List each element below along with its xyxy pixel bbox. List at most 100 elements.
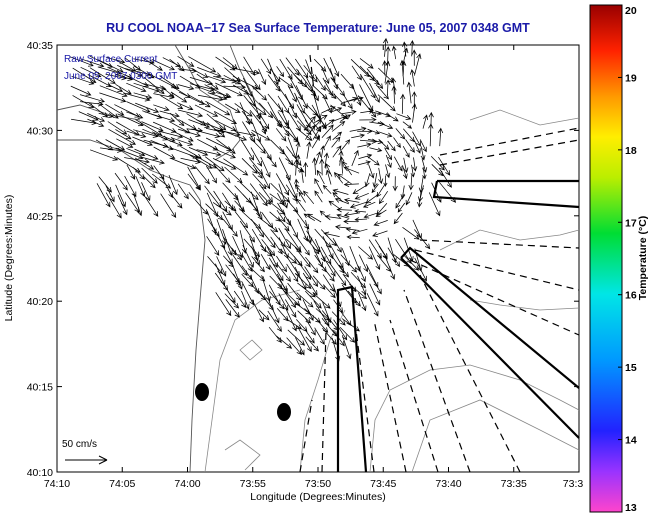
current-vector xyxy=(169,58,185,72)
current-vector xyxy=(242,244,254,268)
current-vector xyxy=(402,146,410,158)
current-vector xyxy=(252,173,267,190)
current-vector xyxy=(420,146,426,161)
current-vector xyxy=(343,219,359,225)
colorbar-tick-label: 15 xyxy=(625,362,637,374)
current-vector xyxy=(207,75,227,84)
current-vector xyxy=(332,131,343,141)
legend-line-1: Raw Surface Current xyxy=(64,54,158,65)
current-vector xyxy=(406,81,412,104)
current-vector xyxy=(97,102,119,119)
current-vector xyxy=(250,218,265,238)
current-vector xyxy=(307,213,322,223)
current-vector xyxy=(438,156,451,176)
current-vector xyxy=(186,127,204,133)
current-vector xyxy=(141,167,158,184)
current-vector xyxy=(303,190,315,205)
current-vector xyxy=(304,317,316,336)
current-vector xyxy=(403,237,414,262)
x-tick-label: 73:55 xyxy=(240,478,266,490)
current-vector xyxy=(124,74,149,87)
current-vector xyxy=(395,238,412,264)
current-vector xyxy=(249,236,259,262)
current-vector xyxy=(239,182,259,201)
current-vector xyxy=(143,76,165,95)
current-vector xyxy=(287,85,297,103)
current-vector xyxy=(213,163,231,184)
current-vector xyxy=(351,133,366,139)
current-vector xyxy=(368,164,375,179)
current-vector xyxy=(306,141,312,159)
current-vector xyxy=(351,228,368,235)
colorbar-ticks: 13 14 15 16 17 18 19 20 xyxy=(618,4,637,514)
current-vector xyxy=(410,164,416,178)
current-vector xyxy=(393,254,410,267)
current-vector xyxy=(331,337,341,362)
current-vector xyxy=(269,211,282,222)
current-vector xyxy=(384,60,391,84)
current-vector xyxy=(170,91,188,103)
current-vector xyxy=(294,58,309,79)
current-vector xyxy=(304,115,316,131)
current-vector xyxy=(234,200,246,213)
current-vector xyxy=(302,299,314,321)
current-vector xyxy=(124,175,137,198)
current-vector xyxy=(303,65,318,83)
current-vector xyxy=(260,58,272,75)
current-vector xyxy=(248,101,267,116)
current-vector xyxy=(314,327,325,345)
current-vector xyxy=(270,68,281,83)
current-vector xyxy=(258,68,267,86)
current-vector xyxy=(107,84,124,92)
current-vector xyxy=(241,158,258,174)
current-vector xyxy=(323,284,336,299)
current-vector xyxy=(177,128,201,138)
current-vector xyxy=(116,138,134,148)
current-vector xyxy=(372,173,378,189)
current-vector xyxy=(99,92,127,103)
current-vector xyxy=(285,291,301,307)
current-vector xyxy=(408,174,414,191)
current-vector xyxy=(412,131,421,147)
current-vector xyxy=(133,82,160,93)
current-vector xyxy=(284,299,297,318)
current-vector xyxy=(177,55,195,67)
current-vector xyxy=(213,227,226,249)
current-vector xyxy=(293,256,312,280)
current-vector xyxy=(332,283,342,308)
current-vector xyxy=(378,67,394,83)
current-vector xyxy=(358,153,373,159)
current-vector xyxy=(212,202,232,216)
current-vector xyxy=(251,256,265,273)
current-vector xyxy=(337,173,352,185)
current-vector xyxy=(439,182,457,203)
current-vector xyxy=(249,136,266,154)
current-vector xyxy=(89,67,116,84)
current-vector xyxy=(338,150,344,166)
current-vector xyxy=(360,108,375,114)
current-vector xyxy=(169,112,185,127)
current-vector xyxy=(188,119,211,129)
current-vector xyxy=(364,173,371,188)
colorbar-tick-label: 17 xyxy=(625,217,637,229)
current-vector xyxy=(177,84,195,91)
current-vector xyxy=(422,114,429,129)
current-vector xyxy=(333,299,344,313)
scale-arrow xyxy=(65,455,108,465)
current-vector xyxy=(99,147,123,153)
current-vector xyxy=(320,145,325,159)
current-vector xyxy=(222,182,239,201)
current-vector xyxy=(250,191,261,218)
current-vector xyxy=(261,275,271,302)
current-vector xyxy=(323,231,340,237)
current-vector xyxy=(150,113,176,123)
current-vector xyxy=(126,164,136,180)
current-vector xyxy=(260,254,271,271)
current-vector xyxy=(343,212,361,218)
current-vector xyxy=(188,56,217,73)
current-vector xyxy=(414,257,427,282)
x-axis-ticks: 74:10 74:05 74:00 73:55 73:50 73:45 73:40 73:35… xyxy=(44,45,583,490)
current-vector xyxy=(222,218,238,237)
current-vector xyxy=(339,156,345,174)
current-vector xyxy=(419,139,427,153)
